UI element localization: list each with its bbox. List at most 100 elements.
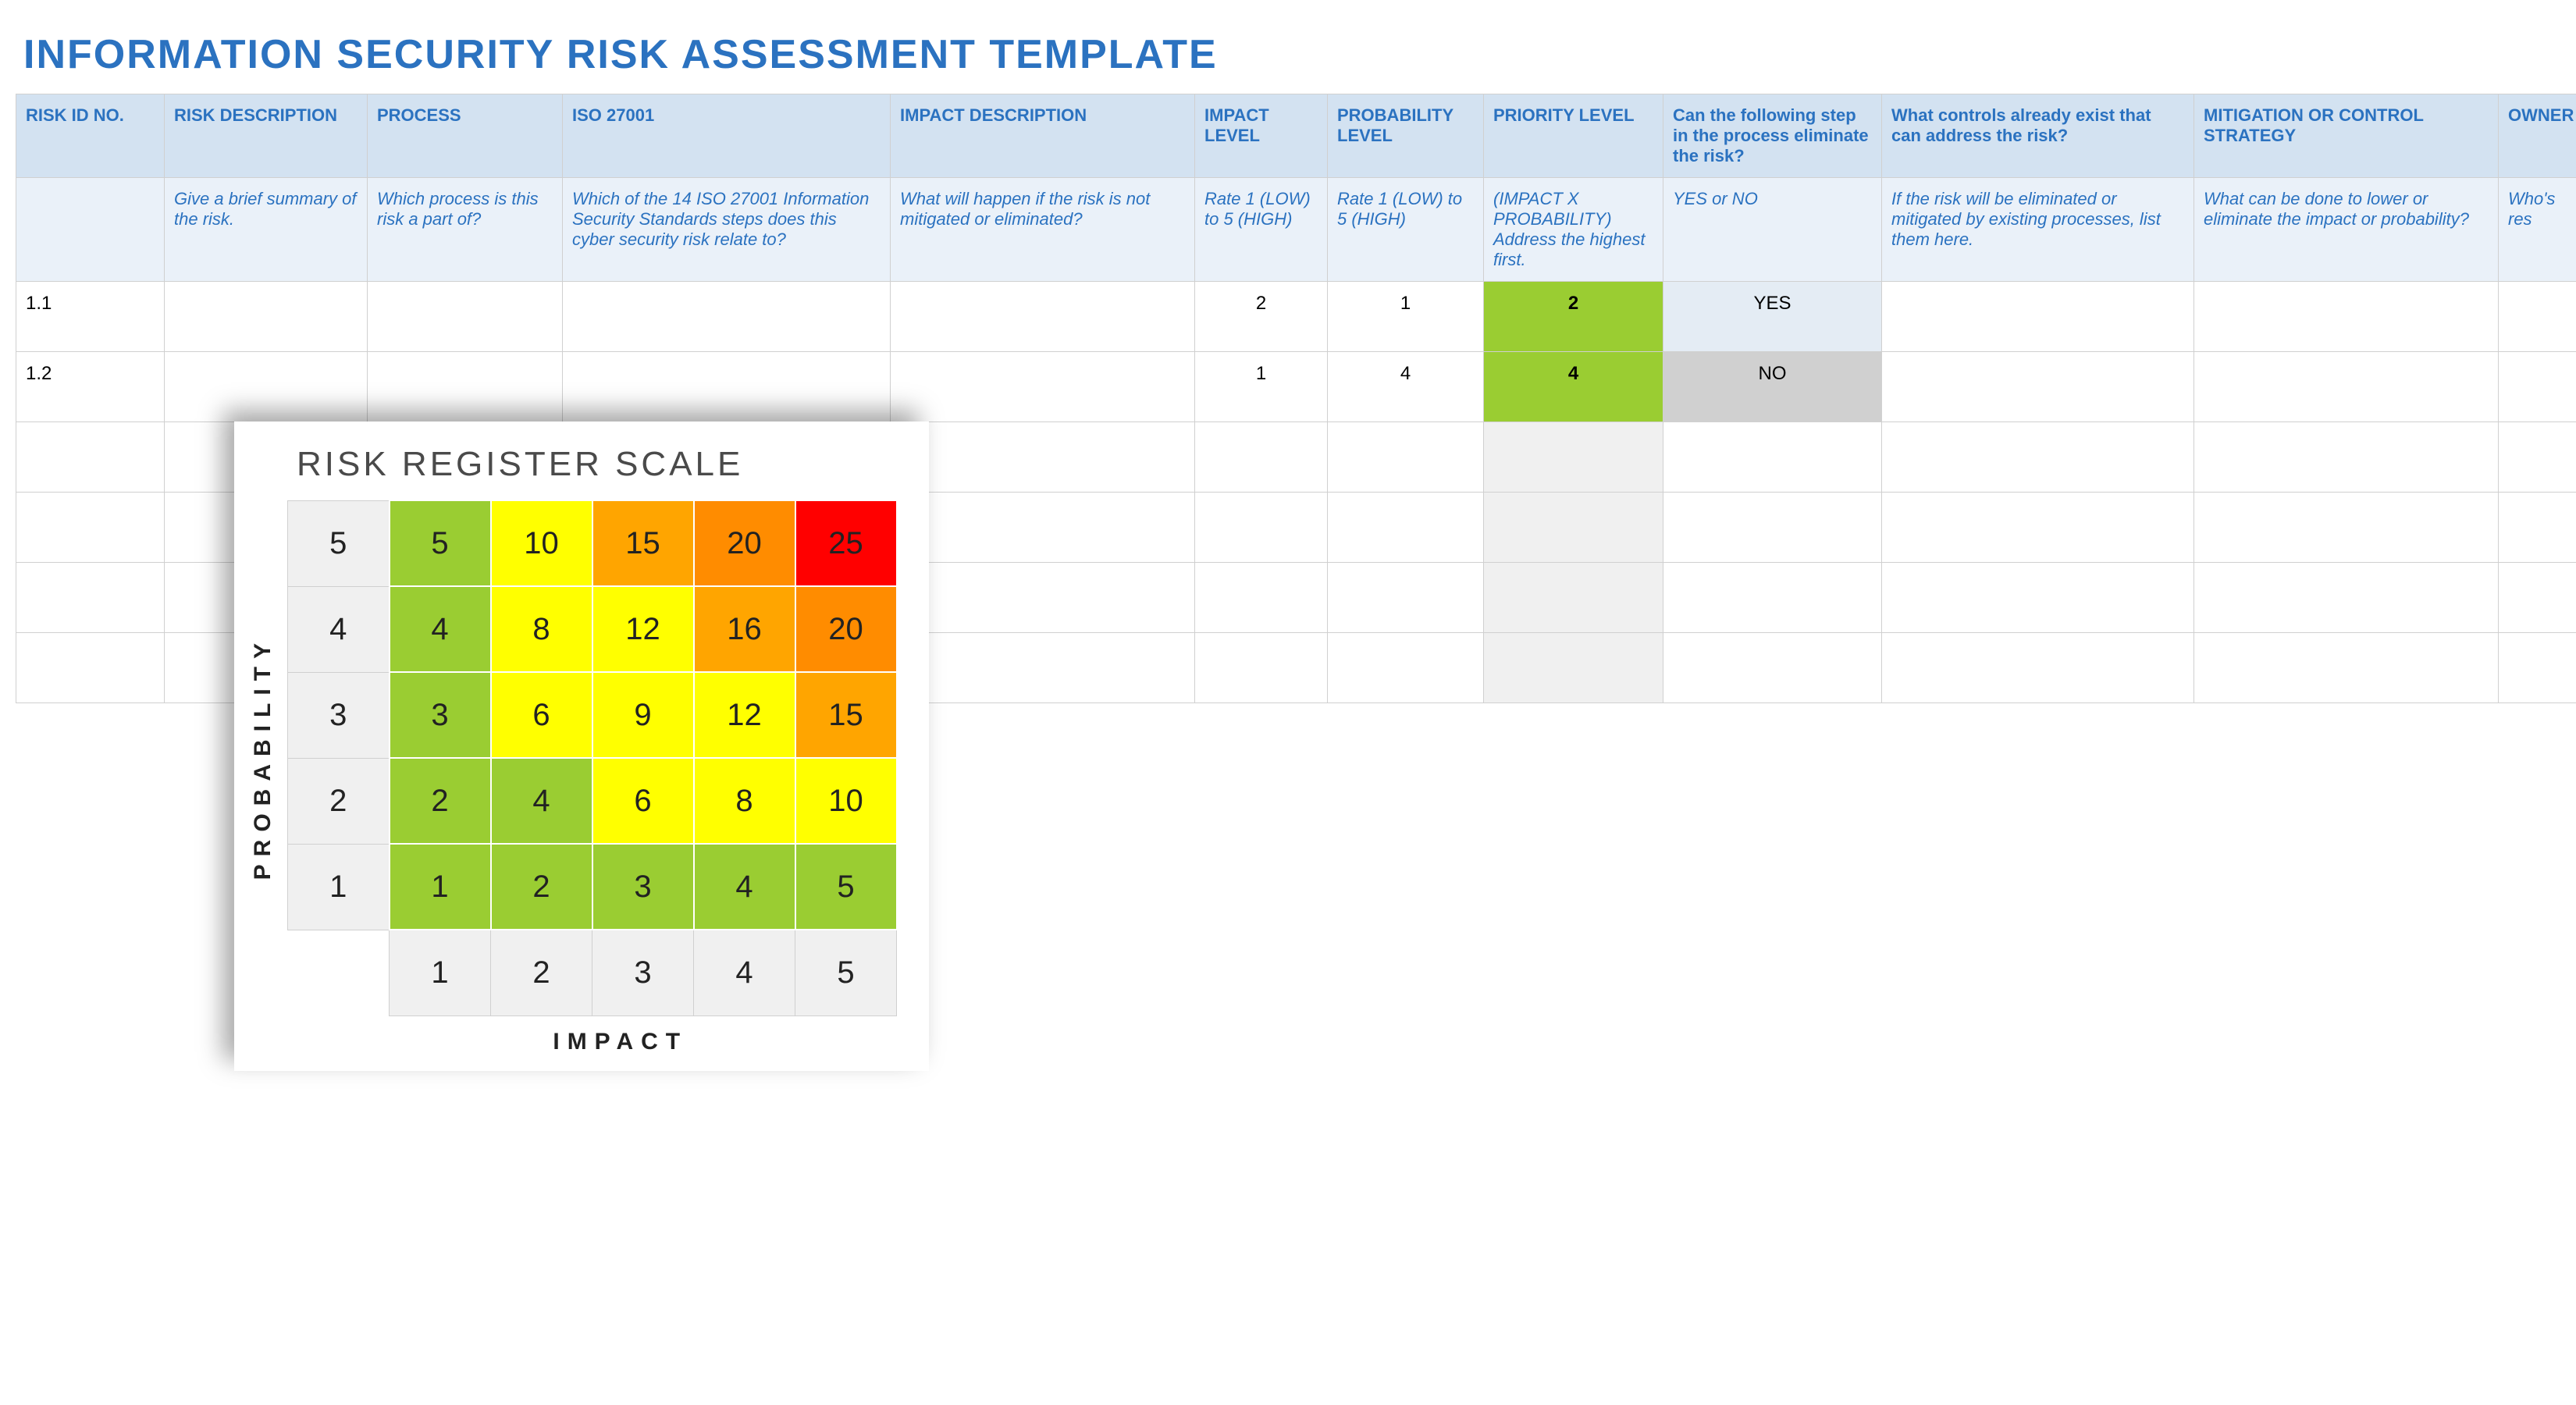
risk-register-card: RISK REGISTER SCALE PROBABILITY 55101520… (234, 422, 929, 1071)
cell-elim[interactable] (1663, 633, 1882, 703)
cell-owner[interactable] (2499, 422, 2576, 493)
col-header-impact_desc: IMPACT DESCRIPTION (891, 94, 1195, 178)
cell-prob[interactable] (1328, 633, 1484, 703)
cell-controls[interactable] (1882, 422, 2194, 493)
cell-risk_id[interactable]: 1.2 (16, 352, 165, 422)
cell-elim[interactable] (1663, 563, 1882, 633)
col-helper-risk_id (16, 178, 165, 282)
cell-owner[interactable] (2499, 563, 2576, 633)
risk-matrix: 5510152025448121620336912152246810112345… (287, 500, 898, 1016)
cell-impact_desc[interactable] (891, 493, 1195, 563)
cell-impact[interactable] (1195, 493, 1328, 563)
cell-controls[interactable] (1882, 493, 2194, 563)
col-helper-desc: Give a brief summary of the risk. (165, 178, 368, 282)
cell-impact[interactable]: 2 (1195, 282, 1328, 352)
cell-prio[interactable]: 2 (1484, 282, 1663, 352)
cell-mitig[interactable] (2194, 633, 2499, 703)
col-header-impact: IMPACT LEVEL (1195, 94, 1328, 178)
cell-impact[interactable] (1195, 422, 1328, 493)
cell-process[interactable] (368, 282, 563, 352)
cell-elim[interactable]: NO (1663, 352, 1882, 422)
cell-elim[interactable] (1663, 422, 1882, 493)
col-header-iso: ISO 27001 (563, 94, 891, 178)
cell-risk_id[interactable] (16, 493, 165, 563)
table-header-row: RISK ID NO.RISK DESCRIPTIONPROCESSISO 27… (16, 94, 2576, 178)
matrix-cell: 15 (592, 500, 694, 586)
risk-register-title: RISK REGISTER SCALE (297, 445, 898, 484)
cell-prio[interactable]: 4 (1484, 352, 1663, 422)
cell-desc[interactable] (165, 352, 368, 422)
col-helper-controls: If the risk will be eliminated or mitiga… (1882, 178, 2194, 282)
col-helper-elim: YES or NO (1663, 178, 1882, 282)
cell-prob[interactable]: 4 (1328, 352, 1484, 422)
matrix-cell: 2 (390, 758, 491, 844)
cell-owner[interactable] (2499, 493, 2576, 563)
cell-desc[interactable] (165, 282, 368, 352)
cell-process[interactable] (368, 352, 563, 422)
cell-controls[interactable] (1882, 633, 2194, 703)
cell-mitig[interactable] (2194, 493, 2499, 563)
cell-mitig[interactable] (2194, 282, 2499, 352)
cell-risk_id[interactable] (16, 633, 165, 703)
col-header-controls: What controls already exist that can add… (1882, 94, 2194, 178)
cell-elim[interactable] (1663, 493, 1882, 563)
prob-header: 5 (288, 500, 390, 586)
matrix-cell: 10 (491, 500, 592, 586)
cell-impact_desc[interactable] (891, 422, 1195, 493)
cell-prob[interactable]: 1 (1328, 282, 1484, 352)
cell-impact_desc[interactable] (891, 633, 1195, 703)
matrix-cell: 4 (390, 586, 491, 672)
matrix-cell: 1 (390, 844, 491, 930)
cell-prio[interactable] (1484, 493, 1663, 563)
col-helper-prio: (IMPACT X PROBABILITY) Address the highe… (1484, 178, 1663, 282)
matrix-cell: 25 (795, 500, 897, 586)
col-helper-impact_desc: What will happen if the risk is not miti… (891, 178, 1195, 282)
cell-risk_id[interactable] (16, 563, 165, 633)
cell-owner[interactable] (2499, 352, 2576, 422)
probability-axis-label: PROBABILITY (250, 635, 276, 880)
matrix-cell: 3 (390, 672, 491, 758)
cell-elim[interactable]: YES (1663, 282, 1882, 352)
cell-prio[interactable] (1484, 633, 1663, 703)
cell-controls[interactable] (1882, 563, 2194, 633)
matrix-cell: 5 (390, 500, 491, 586)
cell-mitig[interactable] (2194, 352, 2499, 422)
matrix-cell: 6 (491, 672, 592, 758)
matrix-cell: 6 (592, 758, 694, 844)
cell-prio[interactable] (1484, 563, 1663, 633)
matrix-cell: 4 (491, 758, 592, 844)
matrix-cell: 5 (795, 844, 897, 930)
cell-owner[interactable] (2499, 633, 2576, 703)
page-title: INFORMATION SECURITY RISK ASSESSMENT TEM… (23, 31, 2560, 78)
matrix-cell: 10 (795, 758, 897, 844)
col-header-owner: OWNER (2499, 94, 2576, 178)
cell-owner[interactable] (2499, 282, 2576, 352)
impact-header: 3 (592, 930, 694, 1016)
table-row: 1.2144NO (16, 352, 2576, 422)
cell-impact_desc[interactable] (891, 352, 1195, 422)
matrix-cell: 20 (795, 586, 897, 672)
cell-mitig[interactable] (2194, 563, 2499, 633)
matrix-cell: 16 (694, 586, 795, 672)
cell-risk_id[interactable]: 1.1 (16, 282, 165, 352)
cell-impact[interactable] (1195, 633, 1328, 703)
cell-impact_desc[interactable] (891, 563, 1195, 633)
cell-mitig[interactable] (2194, 422, 2499, 493)
cell-impact[interactable] (1195, 563, 1328, 633)
cell-impact[interactable]: 1 (1195, 352, 1328, 422)
cell-prob[interactable] (1328, 422, 1484, 493)
cell-iso[interactable] (563, 352, 891, 422)
cell-impact_desc[interactable] (891, 282, 1195, 352)
cell-prob[interactable] (1328, 493, 1484, 563)
matrix-cell: 20 (694, 500, 795, 586)
col-header-desc: RISK DESCRIPTION (165, 94, 368, 178)
cell-iso[interactable] (563, 282, 891, 352)
cell-risk_id[interactable] (16, 422, 165, 493)
cell-prio[interactable] (1484, 422, 1663, 493)
col-helper-mitig: What can be done to lower or eliminate t… (2194, 178, 2499, 282)
cell-controls[interactable] (1882, 282, 2194, 352)
cell-controls[interactable] (1882, 352, 2194, 422)
impact-header: 4 (694, 930, 795, 1016)
matrix-cell: 12 (592, 586, 694, 672)
cell-prob[interactable] (1328, 563, 1484, 633)
